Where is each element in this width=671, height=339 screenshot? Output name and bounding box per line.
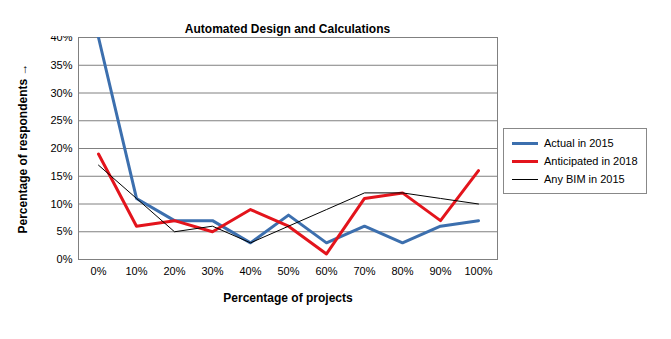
svg-text:25%: 25% [50, 114, 72, 126]
svg-text:Percentage of respondents →: Percentage of respondents → [16, 63, 30, 233]
svg-text:40%: 40% [50, 36, 72, 43]
svg-text:Percentage of projects: Percentage of projects [223, 291, 353, 305]
svg-text:15%: 15% [50, 170, 72, 182]
svg-text:20%: 20% [50, 142, 72, 154]
svg-text:30%: 30% [201, 265, 223, 277]
svg-text:100%: 100% [464, 265, 492, 277]
svg-text:20%: 20% [163, 265, 185, 277]
svg-text:40%: 40% [239, 265, 261, 277]
html-text:Any BIM in 2015: Any BIM in 2015 [544, 173, 625, 185]
svg-text:5%: 5% [57, 225, 73, 237]
html-text:Actual in 2015: Actual in 2015 [544, 137, 614, 149]
html-text:Automated Design and Calculati: Automated Design and Calculations [184, 22, 391, 36]
html-text:Anticipated in 2018: Anticipated in 2018 [544, 155, 638, 167]
svg-text:0%: 0% [91, 265, 107, 277]
svg-text:0%: 0% [57, 253, 73, 265]
svg-text:60%: 60% [315, 265, 337, 277]
svg-text:10%: 10% [125, 265, 147, 277]
svg-text:70%: 70% [353, 265, 375, 277]
svg-text:35%: 35% [50, 59, 72, 71]
svg-text:90%: 90% [429, 265, 451, 277]
svg-text:30%: 30% [50, 87, 72, 99]
svg-text:50%: 50% [277, 265, 299, 277]
svg-text:10%: 10% [50, 198, 72, 210]
svg-text:80%: 80% [391, 265, 413, 277]
